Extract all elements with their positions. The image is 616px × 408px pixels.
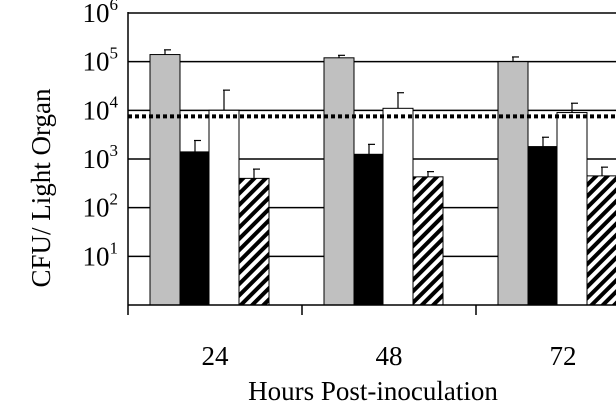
x-tick-labels: 24 48 72	[202, 341, 577, 371]
y-tick-label: 106	[83, 0, 119, 28]
y-tick-label: 101	[83, 238, 119, 271]
y-tick-labels: 101 102 103 104 105 106	[83, 0, 119, 271]
x-tick-label: 72	[550, 341, 577, 371]
bar	[353, 153, 385, 306]
bar	[527, 146, 559, 306]
y-tick-label: 103	[83, 141, 119, 174]
bar	[179, 151, 211, 306]
bar	[382, 107, 414, 306]
bar	[497, 61, 529, 306]
x-axis-title: Hours Post-inoculation	[248, 376, 498, 406]
bars	[149, 54, 616, 306]
bar	[323, 57, 355, 306]
y-axis-title: CFU/ Light Organ	[26, 88, 56, 288]
x-tick-label: 24	[202, 341, 230, 371]
x-tick-label: 48	[376, 341, 403, 371]
bar	[412, 176, 444, 306]
bar	[238, 177, 270, 306]
y-tick-label: 102	[83, 190, 119, 223]
bar	[556, 112, 588, 306]
bar	[208, 109, 240, 306]
y-tick-label: 104	[83, 92, 119, 125]
bar	[586, 175, 616, 306]
bar	[149, 54, 181, 306]
axes	[127, 12, 616, 315]
y-tick-label: 105	[83, 44, 119, 77]
error-bars	[164, 49, 608, 179]
